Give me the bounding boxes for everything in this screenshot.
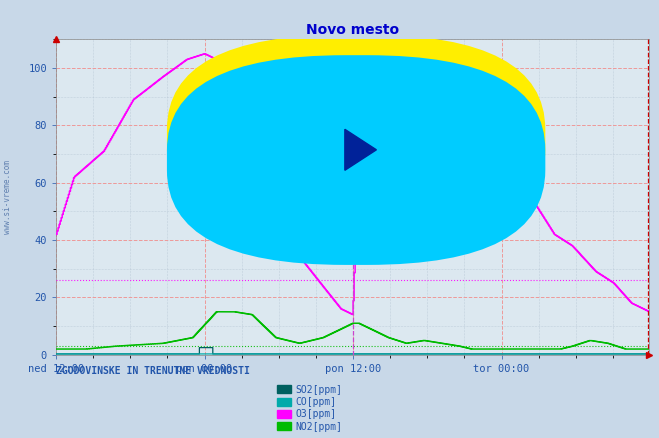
Text: NO2[ppm]: NO2[ppm] [295, 422, 342, 431]
Title: Novo mesto: Novo mesto [306, 23, 399, 37]
Text: O3[ppm]: O3[ppm] [295, 410, 336, 419]
Polygon shape [345, 129, 376, 170]
FancyBboxPatch shape [167, 55, 546, 265]
Text: ZGODOVINSKE IN TRENUTNE VREDNOSTI: ZGODOVINSKE IN TRENUTNE VREDNOSTI [56, 367, 250, 377]
Text: www.si-vreme.com: www.si-vreme.com [3, 160, 13, 234]
Text: www.si-vreme.com: www.si-vreme.com [197, 199, 508, 227]
FancyBboxPatch shape [167, 35, 546, 244]
Text: CO[ppm]: CO[ppm] [295, 397, 336, 407]
Text: SO2[ppm]: SO2[ppm] [295, 385, 342, 395]
